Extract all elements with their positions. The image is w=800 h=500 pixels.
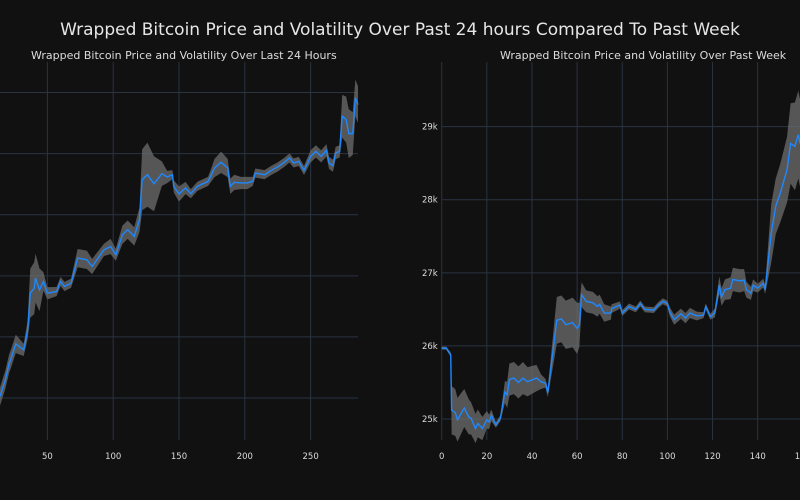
x-tick-label: 150 <box>171 452 187 462</box>
x-tick-label: 250 <box>303 452 319 462</box>
x-tick-label: 0 <box>439 452 444 462</box>
x-tick-label: 120 <box>704 452 720 462</box>
x-tick-label: 100 <box>659 452 675 462</box>
x-tick-label: 80 <box>617 452 628 462</box>
y-tick-label: 29k <box>422 123 438 133</box>
x-tick-label: 40 <box>527 452 538 462</box>
y-tick-label: 25k <box>422 415 438 425</box>
y-tick-label: 26k <box>422 342 438 352</box>
x-tick-label: 20 <box>481 452 492 462</box>
x-tick-label: 160 <box>795 452 800 462</box>
y-tick-label: 28k <box>422 196 438 206</box>
main-title: Wrapped Bitcoin Price and Volatility Ove… <box>60 20 740 40</box>
x-tick-label: 200 <box>237 452 253 462</box>
right-chart-title: Wrapped Bitcoin Price and Volatility Ove… <box>500 49 787 62</box>
x-tick-label: 100 <box>105 452 121 462</box>
y-tick-label: 27k <box>422 269 438 279</box>
x-tick-label: 140 <box>750 452 766 462</box>
left-chart-title: Wrapped Bitcoin Price and Volatility Ove… <box>31 49 337 62</box>
x-tick-label: 60 <box>572 452 583 462</box>
x-tick-label: 50 <box>42 452 53 462</box>
volatility-band <box>441 90 800 444</box>
